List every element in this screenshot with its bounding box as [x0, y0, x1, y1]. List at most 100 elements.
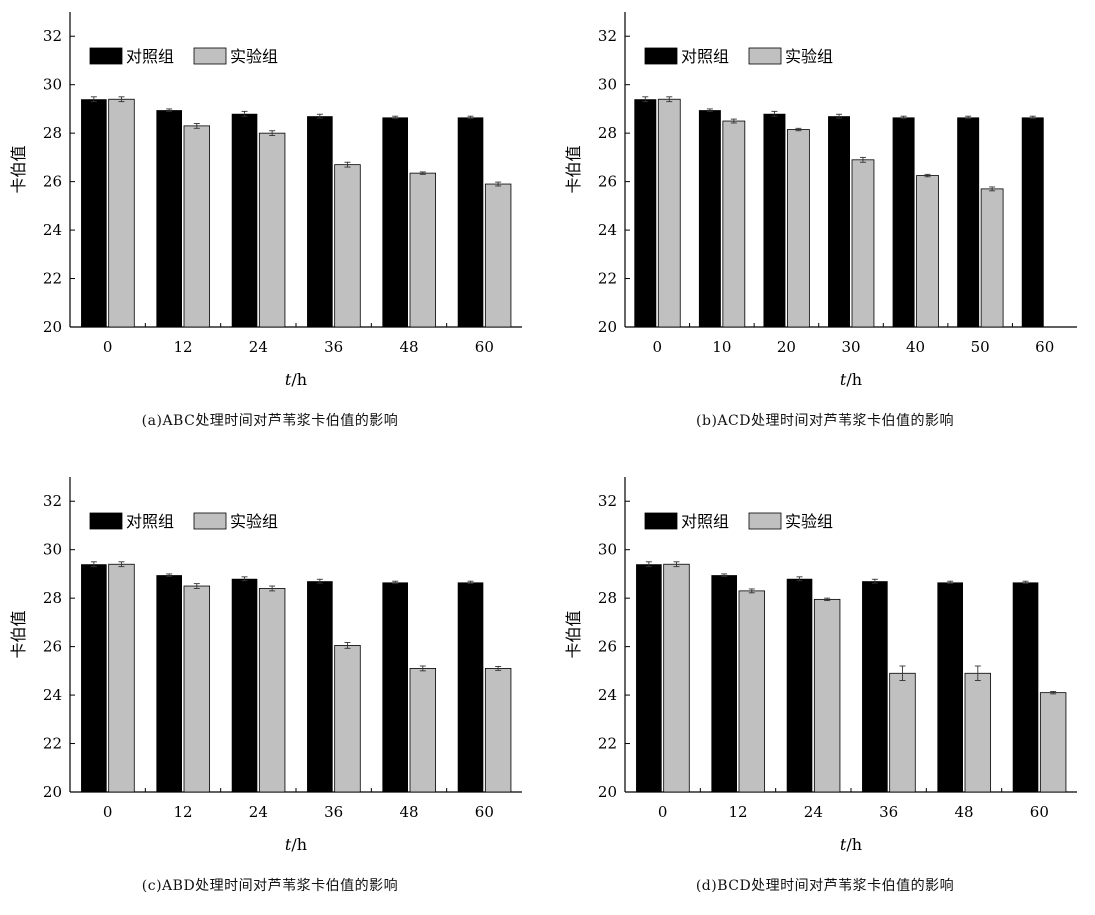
legend-swatch-experiment — [748, 512, 782, 530]
chart-b: 20 22 24 26 28 30 32 卡伯值 0 10 20 30 40 50 60 t/h 对照组 实验组 — [564, 12, 1077, 389]
legend-label-experiment: 实验组 — [785, 47, 833, 66]
x-tick-label: 0 — [653, 338, 663, 356]
bar-control — [634, 99, 657, 327]
y-tick-label: 28 — [598, 124, 617, 142]
bar-experiment — [183, 585, 211, 793]
bar-control — [957, 117, 980, 328]
x-tick-label: 36 — [324, 338, 343, 356]
x-tick-label: 50 — [971, 338, 990, 356]
bar-control — [786, 578, 813, 792]
chart-caption-c: (c)ABD处理时间对芦苇浆卡伯值的影响 — [141, 878, 399, 894]
y-tick-label: 32 — [43, 27, 62, 45]
chart-panel-a: 20 22 24 26 28 30 32 卡伯值 0 12 24 36 48 60 t/h 对照组 实验组 (a… — [0, 0, 540, 450]
x-tick-label: 60 — [1035, 338, 1054, 356]
x-axis-title: t/h — [285, 835, 307, 854]
bar-control — [307, 116, 333, 327]
bar-control — [81, 99, 107, 327]
x-tick-label: 12 — [173, 338, 192, 356]
y-tick-label: 22 — [598, 270, 617, 288]
chart-panel-c: 20 22 24 26 28 30 32 卡伯值 0 12 24 36 48 60 t/h 对照组 实验组 (c… — [0, 465, 540, 915]
bar-experiment — [334, 164, 361, 328]
x-tick-label: 12 — [728, 803, 747, 821]
bar-experiment — [1039, 692, 1067, 793]
chart-c: 20 22 24 26 28 30 32 卡伯值 0 12 24 36 48 60 t/h 对照组 实验组 — [9, 477, 522, 854]
bar-control — [937, 582, 963, 792]
chart-a: 20 22 24 26 28 30 32 卡伯值 0 12 24 36 48 60 t/h 对照组 实验组 — [9, 12, 522, 389]
bar-experiment — [813, 598, 841, 793]
bar-experiment — [964, 672, 992, 793]
legend-swatch-control — [644, 47, 678, 65]
y-tick-label: 28 — [598, 589, 617, 607]
y-tick-label: 28 — [43, 589, 62, 607]
bar-control — [382, 582, 408, 792]
bar-experiment — [663, 563, 690, 793]
bar-control — [711, 575, 737, 792]
y-tick-label: 20 — [43, 318, 62, 336]
x-tick-label: 20 — [777, 338, 796, 356]
y-tick-label: 22 — [43, 270, 62, 288]
y-tick-label: 24 — [598, 686, 617, 704]
bar-experiment — [787, 129, 810, 328]
y-tick-label: 30 — [43, 541, 62, 559]
legend-label-control: 对照组 — [126, 47, 174, 66]
x-axis-title-unit: /h — [291, 835, 307, 854]
x-tick-label: 0 — [103, 338, 113, 356]
bar-control — [763, 113, 786, 328]
chart-caption-a: (a)ABC处理时间对芦苇浆卡伯值的影响 — [141, 413, 399, 429]
x-tick-label: 0 — [103, 803, 113, 821]
legend-label-control: 对照组 — [681, 512, 729, 531]
bar-control — [457, 117, 484, 328]
x-axis-title: t/h — [285, 370, 307, 389]
x-tick-label: 24 — [804, 803, 823, 821]
bar-experiment — [258, 132, 286, 328]
bar-experiment — [484, 183, 512, 328]
chart-d: 20 22 24 26 28 30 32 卡伯值 0 12 24 36 48 60 t/h 对照组 实验组 — [564, 477, 1077, 854]
bar-experiment — [108, 98, 135, 328]
bar-control — [156, 575, 182, 792]
legend-swatch-control — [89, 512, 123, 530]
y-tick-label: 26 — [598, 173, 617, 191]
bar-control — [1021, 117, 1044, 328]
x-tick-label: 60 — [475, 803, 494, 821]
x-tick-label: 40 — [906, 338, 925, 356]
y-tick-label: 26 — [43, 173, 62, 191]
legend-label-experiment: 实验组 — [785, 512, 833, 531]
x-tick-label: 48 — [399, 338, 418, 356]
legend-swatch-experiment — [748, 47, 782, 65]
y-tick-label: 30 — [43, 76, 62, 94]
y-tick-label: 32 — [598, 492, 617, 510]
x-axis-title: t/h — [840, 835, 862, 854]
x-axis-title: t/h — [840, 370, 862, 389]
bar-control — [862, 581, 888, 792]
chart-caption-d: (d)BCD处理时间对芦苇浆卡伯值的影响 — [695, 878, 955, 894]
x-tick-label: 24 — [249, 803, 268, 821]
bar-control — [636, 564, 662, 792]
x-axis-title-unit: /h — [846, 370, 862, 389]
bar-control — [231, 578, 258, 792]
y-tick-label: 24 — [43, 221, 62, 239]
chart-panel-d: 20 22 24 26 28 30 32 卡伯值 0 12 24 36 48 60 t/h 对照组 实验组 (d… — [555, 465, 1095, 915]
y-tick-label: 20 — [43, 783, 62, 801]
y-tick-label: 22 — [598, 735, 617, 753]
x-axis-title-var: t — [285, 835, 292, 854]
x-axis-title-unit: /h — [291, 370, 307, 389]
bar-control — [81, 564, 107, 792]
y-tick-label: 26 — [43, 638, 62, 656]
y-tick-label: 26 — [598, 638, 617, 656]
bar-experiment — [851, 159, 875, 328]
y-axis-title: 卡伯值 — [564, 145, 583, 193]
bar-experiment — [889, 672, 916, 793]
y-tick-label: 20 — [598, 783, 617, 801]
bar-experiment — [722, 120, 746, 328]
y-axis-title: 卡伯值 — [564, 610, 583, 658]
legend-swatch-control — [89, 47, 123, 65]
bar-control — [382, 117, 408, 328]
bar-control — [1012, 582, 1039, 792]
legend-label-control: 对照组 — [126, 512, 174, 531]
x-tick-label: 60 — [475, 338, 494, 356]
bar-experiment — [484, 668, 512, 793]
legend-swatch-experiment — [193, 47, 227, 65]
bar-control — [231, 113, 258, 328]
chart-caption-b: (b)ACD处理时间对芦苇浆卡伯值的影响 — [696, 413, 954, 429]
x-axis-title-var: t — [840, 835, 847, 854]
